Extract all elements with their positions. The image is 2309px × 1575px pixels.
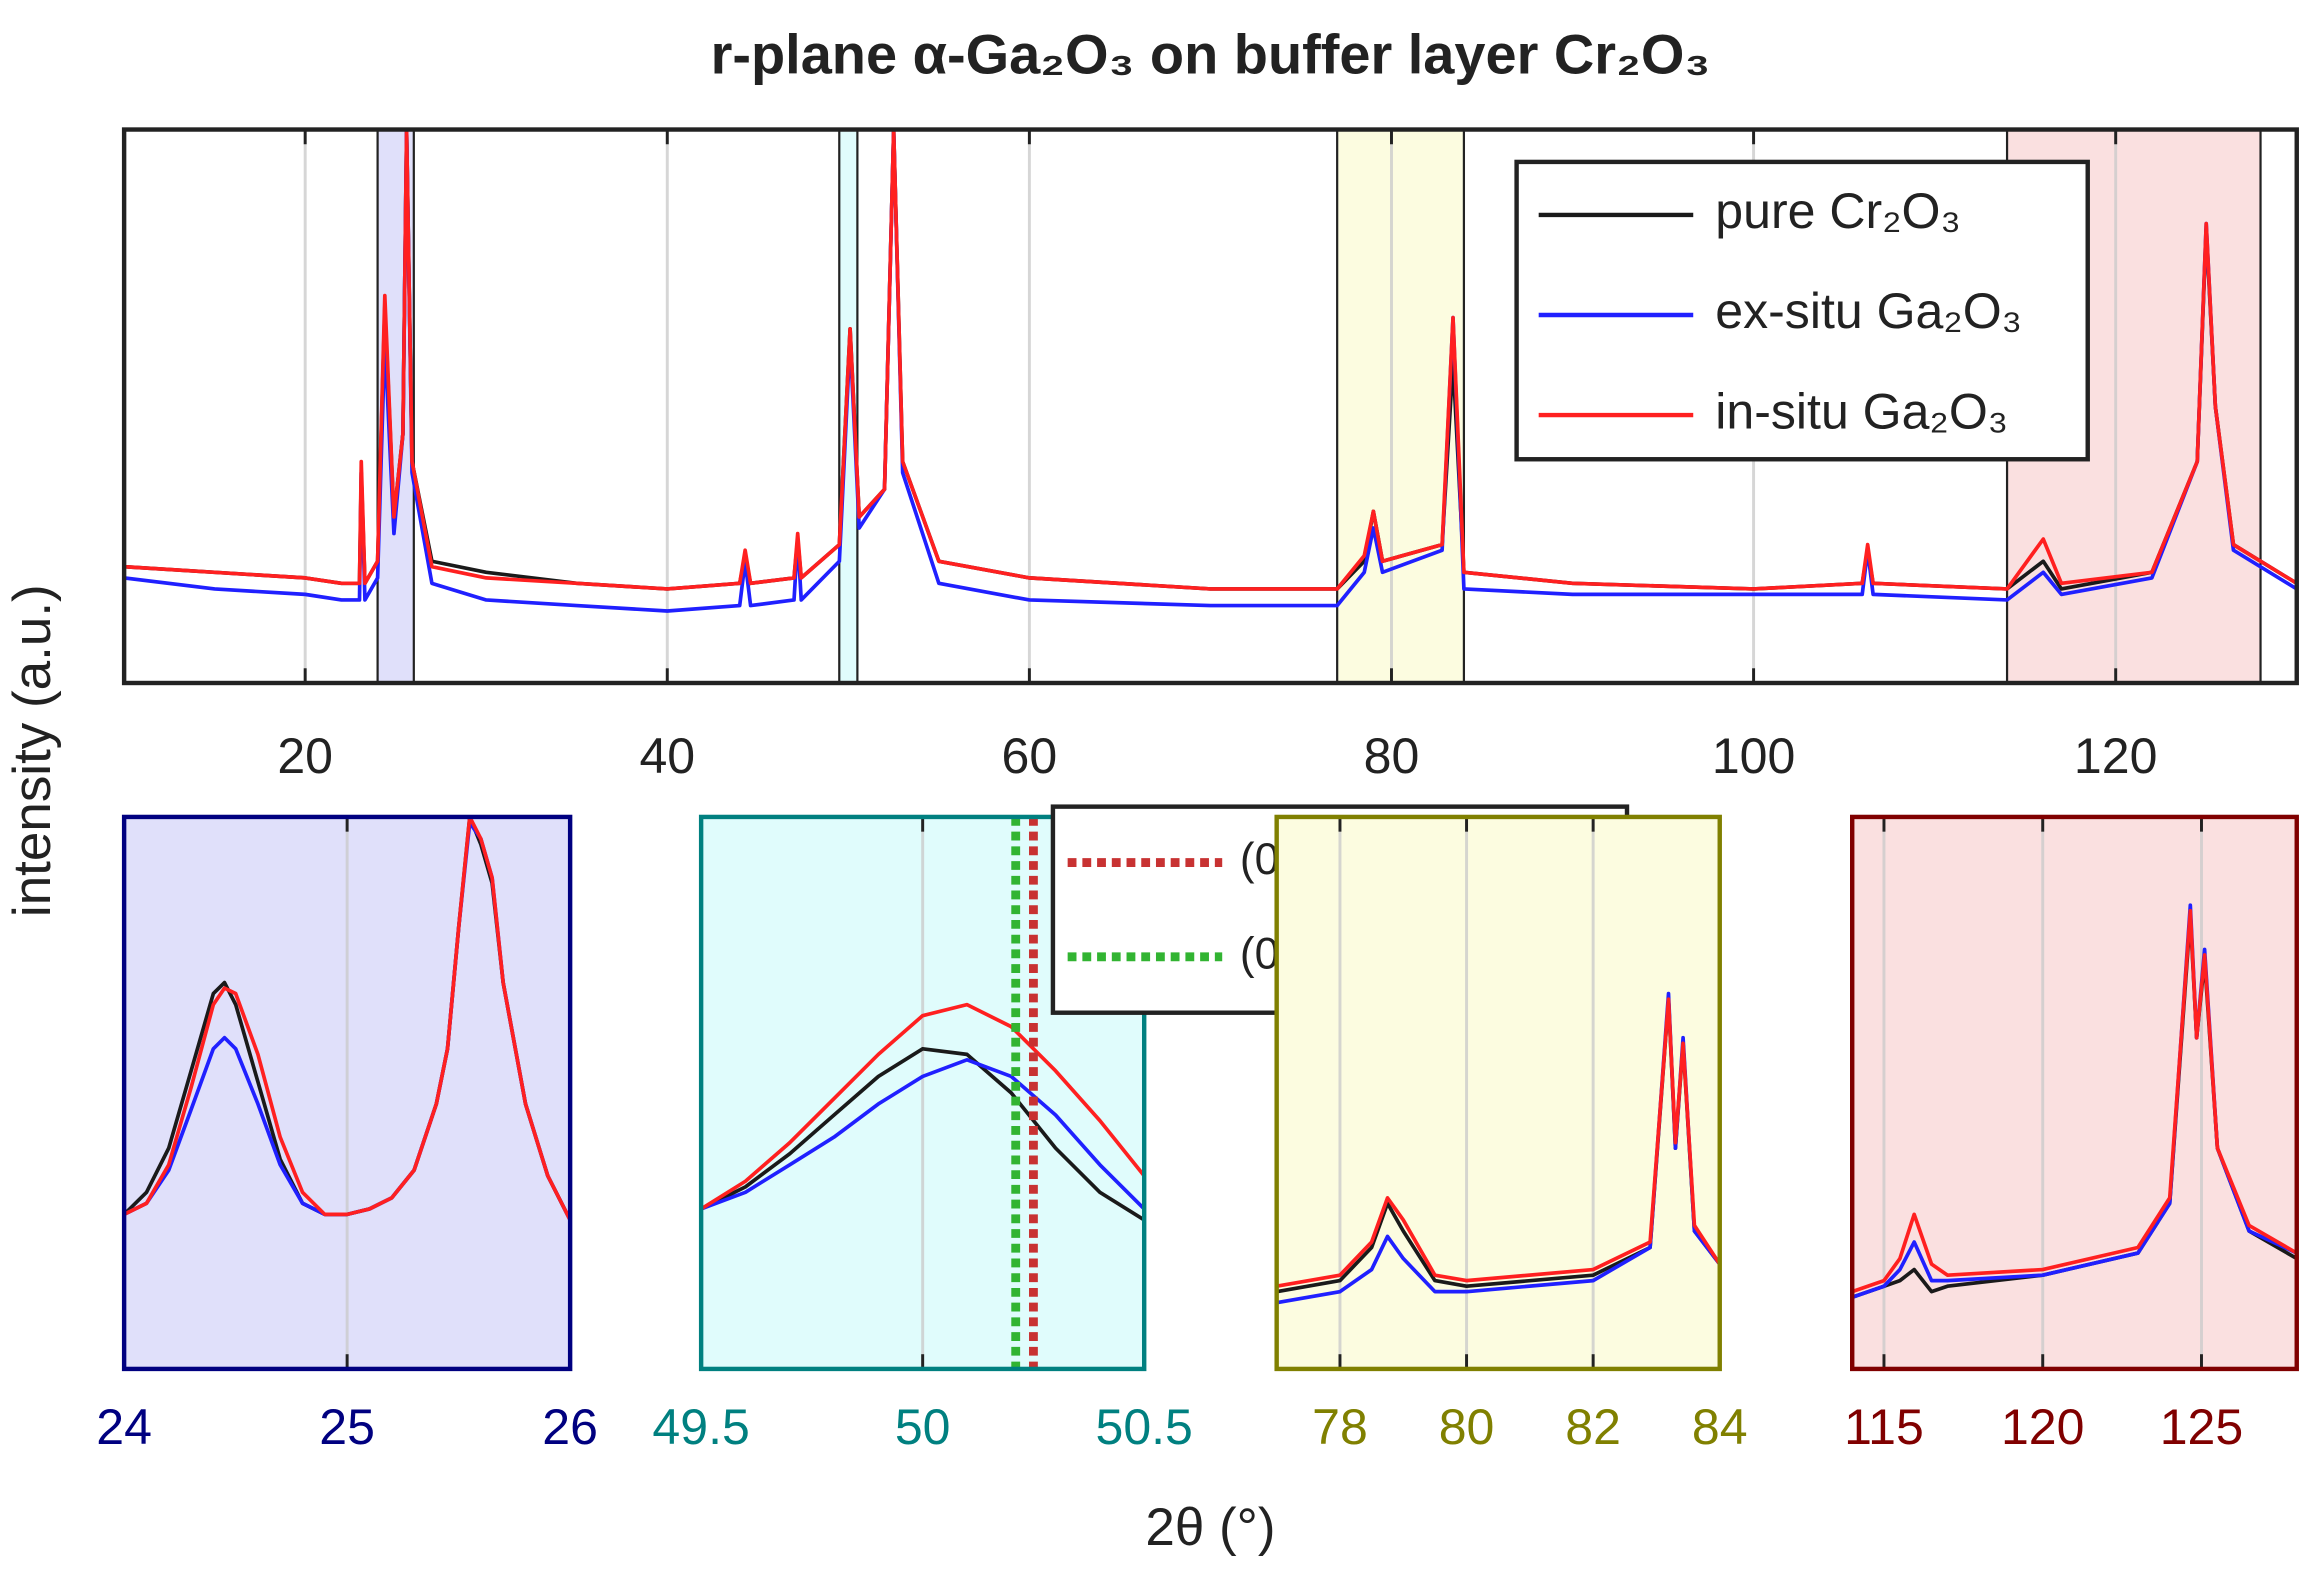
legend-label: pure Cr₂O₃ xyxy=(1715,183,1961,239)
x-tick-label: 120 xyxy=(2074,728,2157,784)
plot-frame xyxy=(121,814,573,1372)
x-tick-label: 40 xyxy=(639,728,695,784)
x-tick-label: 50.5 xyxy=(1096,1399,1193,1455)
x-tick-label: 78 xyxy=(1312,1399,1368,1455)
chart-title: r-plane α-Ga₂O₃ on buffer layer Cr₂O₃ xyxy=(711,23,1711,86)
data-line xyxy=(1851,909,2298,1294)
x-tick-label: 49.5 xyxy=(652,1399,749,1455)
plot-background xyxy=(1276,816,1720,1369)
x-tick-label: 24 xyxy=(96,1399,152,1455)
x-tick-label: 20 xyxy=(277,728,333,784)
data-line xyxy=(123,815,572,1221)
x-tick-label: 50 xyxy=(895,1399,951,1455)
highlight-region xyxy=(1336,128,1466,685)
y-axis-label: intensity (a.u.) xyxy=(3,584,62,917)
data-line xyxy=(1276,997,1722,1289)
x-tick-label: 80 xyxy=(1439,1399,1495,1455)
x-tick-label: 60 xyxy=(1002,728,1058,784)
x-tick-label: 25 xyxy=(319,1399,375,1455)
data-line xyxy=(124,127,2298,591)
x-axis-label: 2θ (°) xyxy=(1145,1498,1275,1557)
x-tick-label: 100 xyxy=(1712,728,1795,784)
plot-frame xyxy=(1274,814,1722,1372)
x-tick-label: 115 xyxy=(1844,1399,1924,1455)
x-tick-label: 26 xyxy=(542,1399,598,1455)
x-tick-label: 125 xyxy=(2160,1399,2243,1455)
plot-frame xyxy=(1850,814,2299,1372)
x-tick-label: 120 xyxy=(2001,1399,2084,1455)
legend-label: ex-situ Ga₂O₃ xyxy=(1715,283,2022,339)
x-tick-label: 84 xyxy=(1692,1399,1748,1455)
plot-background xyxy=(1852,816,2297,1369)
data-line xyxy=(700,1002,1146,1211)
data-line xyxy=(700,1046,1146,1222)
legend-label: in-situ Ga₂O₃ xyxy=(1715,383,2008,439)
plot-frame xyxy=(121,127,2299,686)
legend-box xyxy=(1514,159,2090,462)
data-line xyxy=(700,1057,1146,1211)
x-tick-label: 80 xyxy=(1364,728,1420,784)
plot-frame xyxy=(698,814,1147,1372)
x-tick-label: 82 xyxy=(1565,1399,1621,1455)
